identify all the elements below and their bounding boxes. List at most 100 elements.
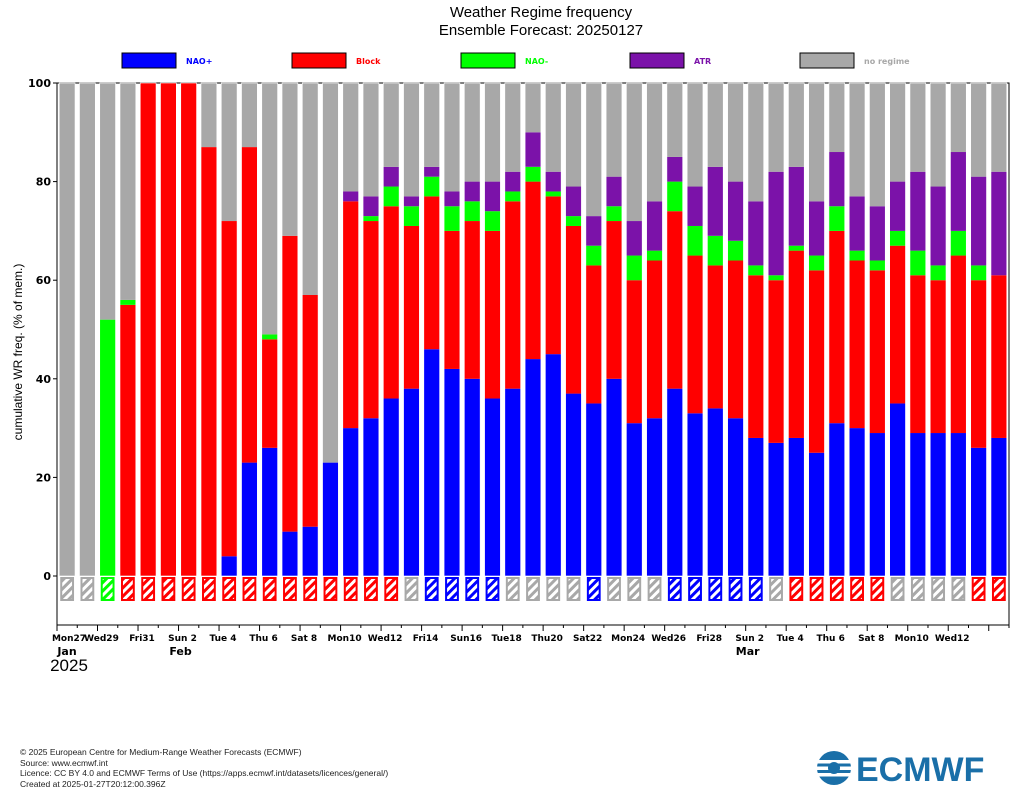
bar-segment [464, 181, 481, 202]
bar-segment [423, 196, 440, 350]
dominant-hatch [122, 579, 133, 599]
x-tick-label: Tue18 [492, 634, 522, 644]
bar-segment [444, 230, 460, 369]
y-tick-label: 40 [36, 373, 52, 386]
bar-stack [342, 82, 359, 601]
legend-swatch [121, 52, 177, 69]
bar-segment [889, 230, 906, 246]
bar-segment [930, 83, 947, 187]
legend-swatch [629, 52, 685, 69]
bar-segment [545, 196, 562, 355]
bar-segment [869, 260, 886, 271]
bar-outline [220, 82, 238, 577]
dominant-hatch [993, 579, 1004, 599]
bar-segment [707, 235, 724, 266]
dominant-hatch [467, 579, 478, 599]
x-month-label: Jan [56, 645, 76, 658]
bar-segment [687, 255, 703, 414]
bar-segment [282, 83, 298, 236]
bar-outline [727, 82, 744, 577]
bar-segment [444, 206, 460, 231]
dominant-hatch [528, 579, 538, 599]
bar-stack [524, 82, 542, 601]
dominant-hatch [649, 579, 660, 599]
dominant-hatch [730, 579, 741, 599]
bar-stack [565, 82, 582, 601]
bar-segment [403, 196, 420, 207]
bar-segment [464, 83, 481, 182]
x-tick-label: Thu 6 [249, 634, 277, 644]
bar-stack [990, 82, 1008, 601]
bar-segment [869, 206, 886, 261]
bar-stack [646, 82, 663, 601]
bar-segment [849, 83, 865, 197]
bar-segment [119, 83, 136, 300]
bar-outline [99, 82, 116, 577]
ecmwf-logo-icon [817, 751, 851, 785]
legend-label: ATR [694, 57, 711, 66]
bar-outline [848, 82, 866, 577]
bar-segment [585, 216, 602, 246]
footer-licence: Licence: CC BY 4.0 and ECMWF Terms of Us… [20, 768, 389, 778]
bar-segment [970, 265, 987, 281]
x-tick-label: Wed12 [935, 634, 970, 644]
bar-segment [363, 221, 379, 419]
ecmwf-logo-text: ECMWF [856, 751, 984, 788]
bar-segment [282, 235, 298, 532]
legend-swatch [291, 52, 347, 69]
bar-segment [383, 83, 400, 167]
bar-segment [363, 196, 379, 217]
x-tick-label: Sat22 [573, 634, 602, 644]
bar-stack [464, 82, 481, 601]
dominant-hatch [548, 579, 559, 599]
bar-segment [646, 83, 663, 202]
bar-segment [788, 245, 805, 251]
footer-created: Created at 2025-01-27T20:12:00.396Z [20, 778, 166, 789]
x-year-label: 2025 [50, 656, 88, 675]
x-tick-label: Fri14 [413, 634, 439, 644]
bar-segment [302, 526, 319, 576]
bar-segment [646, 418, 663, 576]
bar-segment [504, 171, 521, 192]
dominant-hatch [487, 579, 498, 599]
dominant-hatch [285, 579, 295, 599]
chart-subtitle: Ensemble Forecast: 20250127 [439, 22, 643, 39]
bar-segment [828, 152, 845, 207]
x-tick-label: Mon27 [52, 634, 86, 644]
bar-segment [970, 83, 987, 177]
bar-segment [342, 83, 359, 192]
bar-stack [281, 82, 299, 601]
bar-segment [970, 280, 987, 448]
bar-outline [261, 82, 278, 577]
weather-regime-chart: Weather Regime frequency Ensemble Foreca… [11, 4, 1010, 675]
bar-segment [828, 83, 845, 153]
bar-stack [929, 82, 947, 601]
dominant-hatch [325, 579, 336, 599]
bar-segment [687, 83, 703, 187]
dominant-hatch [568, 579, 579, 599]
x-tick-label: Wed12 [368, 634, 403, 644]
dominant-hatch [953, 579, 964, 599]
bar-stack [909, 82, 927, 601]
bar-stack [160, 82, 177, 601]
bar-segment [808, 83, 825, 202]
bar-segment [504, 191, 521, 202]
bar-segment [788, 83, 805, 167]
bar-segment [869, 433, 886, 576]
bar-segment [383, 166, 400, 187]
bar-segment [990, 171, 1007, 276]
legend-label: NAO+ [186, 57, 212, 66]
dominant-hatch [507, 579, 518, 599]
bar-segment [768, 280, 784, 443]
dominant-hatch [305, 579, 316, 599]
bar-stack [889, 82, 906, 601]
bar-segment [666, 181, 683, 212]
bar-stack [484, 82, 501, 601]
bar-segment [525, 181, 541, 360]
dominant-hatch [872, 579, 883, 599]
bar-segment [970, 176, 987, 266]
bar-stack [727, 82, 744, 601]
x-tick-label: Fri28 [696, 634, 722, 644]
bar-stack [180, 82, 197, 601]
